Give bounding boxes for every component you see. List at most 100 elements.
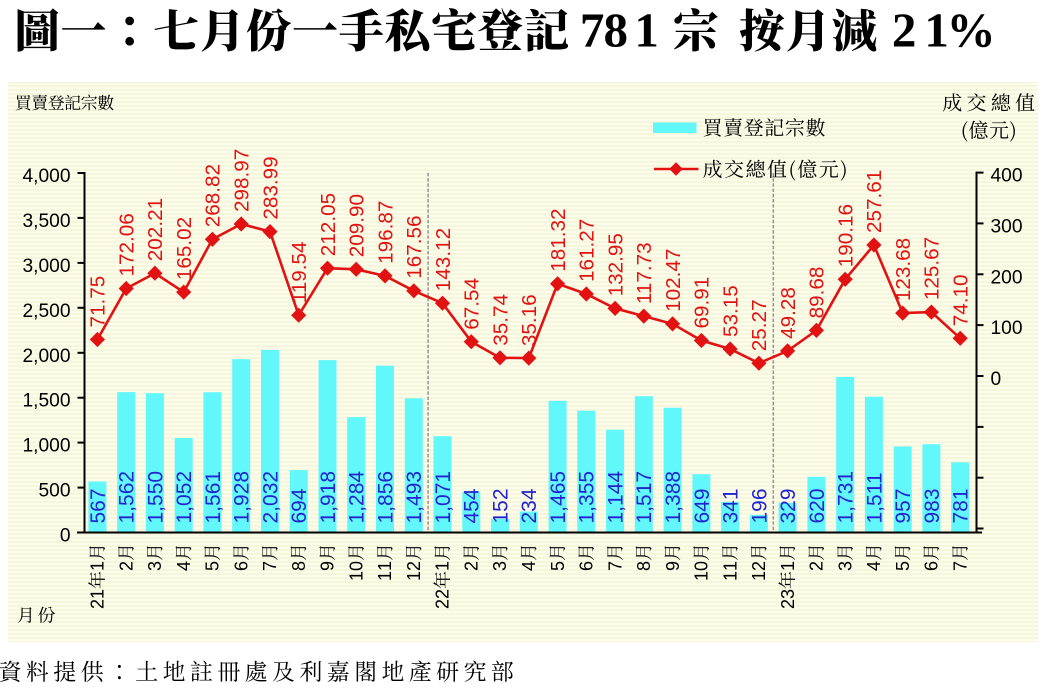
svg-text:123.68: 123.68 [892, 238, 915, 301]
svg-text:268.82: 268.82 [202, 164, 225, 227]
svg-text:3: 3 [835, 561, 855, 571]
svg-text:212.05: 212.05 [317, 193, 340, 256]
svg-text:1: 1 [720, 571, 740, 581]
svg-text:0: 0 [60, 526, 71, 547]
svg-text:1: 1 [88, 589, 108, 599]
svg-text:234: 234 [518, 488, 541, 523]
svg-text:1: 1 [404, 571, 424, 581]
svg-text:1,928: 1,928 [231, 471, 254, 524]
svg-text:143.12: 143.12 [432, 228, 455, 291]
svg-text:67.54: 67.54 [461, 278, 484, 330]
svg-text:172.06: 172.06 [116, 213, 139, 276]
svg-text:69.91: 69.91 [691, 277, 714, 329]
svg-text:196.87: 196.87 [374, 201, 397, 264]
svg-text:1,493: 1,493 [403, 471, 426, 524]
svg-text:1,000: 1,000 [22, 436, 70, 457]
svg-text:2: 2 [88, 599, 108, 609]
svg-text:35.74: 35.74 [489, 294, 512, 346]
svg-text:117.73: 117.73 [633, 242, 656, 304]
svg-text:0: 0 [346, 561, 366, 571]
svg-text:9: 9 [663, 561, 683, 571]
svg-text:200: 200 [991, 267, 1023, 288]
svg-text:781: 781 [950, 488, 973, 523]
svg-text:2,500: 2,500 [22, 301, 70, 322]
svg-text:1: 1 [720, 561, 740, 571]
svg-text:1,071: 1,071 [432, 471, 455, 524]
svg-text:7: 7 [580, 3, 605, 58]
svg-text:0: 0 [991, 369, 1002, 390]
svg-text:257.61: 257.61 [863, 170, 886, 233]
svg-text:1: 1 [692, 571, 712, 581]
svg-text:1,355: 1,355 [576, 471, 599, 524]
svg-text:1: 1 [88, 561, 108, 571]
svg-text:0: 0 [692, 561, 712, 571]
svg-text:2: 2 [778, 599, 798, 609]
svg-text:100: 100 [991, 318, 1023, 339]
svg-text:125.67: 125.67 [921, 237, 944, 300]
svg-text:1: 1 [375, 561, 395, 571]
svg-text:1,465: 1,465 [547, 471, 570, 524]
svg-text:1,731: 1,731 [835, 471, 858, 524]
svg-text:957: 957 [892, 488, 915, 523]
svg-text:1: 1 [634, 3, 659, 58]
svg-text:1: 1 [778, 561, 798, 571]
svg-text:983: 983 [921, 488, 944, 523]
svg-text:190.16: 190.16 [835, 204, 858, 267]
svg-text:1,550: 1,550 [144, 471, 167, 524]
svg-text:8: 8 [604, 3, 629, 58]
svg-text:152: 152 [489, 488, 512, 523]
svg-text:2: 2 [749, 561, 769, 571]
svg-text:1: 1 [433, 561, 453, 571]
svg-text:3,000: 3,000 [22, 256, 70, 277]
svg-text:165.02: 165.02 [173, 217, 196, 280]
svg-text:4: 4 [864, 561, 884, 571]
svg-text:89.68: 89.68 [806, 267, 829, 319]
svg-text:74.10: 74.10 [950, 275, 973, 327]
svg-text:1: 1 [375, 571, 395, 581]
svg-text:35.16: 35.16 [518, 294, 541, 346]
svg-text:3: 3 [778, 589, 798, 599]
svg-text:454: 454 [461, 488, 484, 523]
svg-text:1,388: 1,388 [662, 471, 685, 524]
svg-text:649: 649 [691, 488, 714, 523]
svg-text:1: 1 [749, 571, 769, 581]
svg-text:202.21: 202.21 [144, 198, 167, 261]
svg-text:132.95: 132.95 [604, 233, 627, 296]
svg-text:4,000: 4,000 [22, 166, 70, 187]
svg-text:7: 7 [950, 561, 970, 571]
svg-text:161.27: 161.27 [576, 219, 599, 282]
svg-text:5: 5 [203, 561, 223, 571]
svg-text:1: 1 [924, 3, 949, 58]
svg-text:620: 620 [806, 488, 829, 523]
svg-text:6: 6 [577, 561, 597, 571]
svg-text:2,000: 2,000 [22, 346, 70, 367]
svg-text:119.54: 119.54 [288, 241, 311, 303]
svg-text:2: 2 [807, 561, 827, 571]
svg-text:8: 8 [289, 561, 309, 571]
svg-text:71.75: 71.75 [87, 276, 110, 328]
svg-text:196: 196 [748, 488, 771, 523]
svg-text:1,144: 1,144 [605, 471, 628, 524]
svg-text:500: 500 [38, 481, 70, 502]
svg-text:25.27: 25.27 [748, 299, 771, 351]
svg-text:2: 2 [462, 561, 482, 571]
svg-text:7: 7 [260, 561, 280, 571]
svg-text:283.99: 283.99 [259, 156, 282, 219]
svg-text:209.90: 209.90 [346, 194, 369, 257]
svg-text:167.56: 167.56 [403, 216, 426, 279]
svg-text:341: 341 [720, 488, 743, 523]
svg-text:3,500: 3,500 [22, 211, 70, 232]
svg-text:7: 7 [605, 561, 625, 571]
svg-text:1,561: 1,561 [202, 471, 225, 524]
svg-text:300: 300 [991, 216, 1023, 237]
svg-text:3: 3 [490, 561, 510, 571]
svg-text:1,918: 1,918 [317, 471, 340, 524]
svg-text:1,052: 1,052 [173, 471, 196, 524]
svg-text:1: 1 [346, 571, 366, 581]
svg-text:4: 4 [174, 561, 194, 571]
svg-text:2: 2 [433, 599, 453, 609]
svg-text:1,562: 1,562 [116, 471, 139, 524]
svg-text:2: 2 [892, 3, 917, 58]
svg-text:6: 6 [231, 561, 251, 571]
svg-text:1,500: 1,500 [22, 391, 70, 412]
